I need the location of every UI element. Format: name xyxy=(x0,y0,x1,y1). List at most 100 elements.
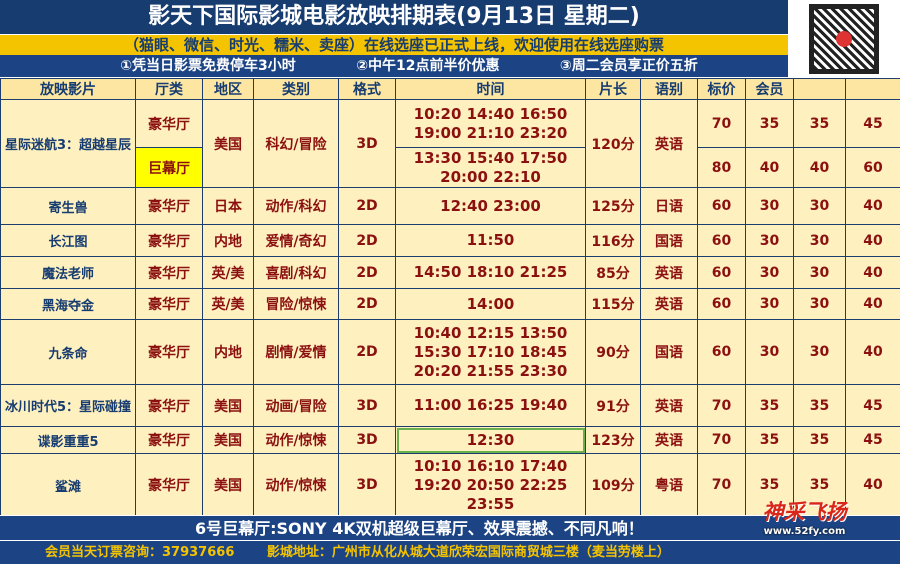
language: 英语 xyxy=(641,289,698,320)
region: 内地 xyxy=(203,320,254,385)
price: 70 xyxy=(698,454,746,517)
genre: 科幻/冒险 xyxy=(254,100,339,188)
hall-type: 巨幕厅 xyxy=(136,148,203,188)
price: 30 xyxy=(794,225,846,257)
price: 60 xyxy=(698,257,746,289)
price: 30 xyxy=(746,320,794,385)
language: 日语 xyxy=(641,188,698,225)
hall-type: 豪华厅 xyxy=(136,427,203,454)
promo-2: ②中午12点前半价优惠 xyxy=(356,55,499,77)
showtimes: 10:20 14:40 16:50 19:00 21:10 23:20 xyxy=(396,100,586,148)
price: 30 xyxy=(746,225,794,257)
duration: 116分 xyxy=(586,225,641,257)
price: 35 xyxy=(746,427,794,454)
price: 60 xyxy=(698,320,746,385)
language: 粤语 xyxy=(641,454,698,517)
price: 35 xyxy=(794,427,846,454)
language: 英语 xyxy=(641,385,698,427)
showtimes: 12:40 23:00 xyxy=(396,188,586,225)
film-title: 谍影重重5 xyxy=(1,427,136,454)
genre: 动作/惊悚 xyxy=(254,454,339,517)
region: 美国 xyxy=(203,454,254,517)
format: 3D xyxy=(339,100,396,188)
format: 3D xyxy=(339,454,396,517)
price: 40 xyxy=(846,289,900,320)
logo-name: 神采飞扬 xyxy=(752,496,857,526)
logo-url: www.52fy.com xyxy=(752,526,857,537)
promo-1: ①凭当日影票免费停车3小时 xyxy=(120,55,296,77)
price: 30 xyxy=(746,188,794,225)
column-header xyxy=(846,79,900,100)
price: 70 xyxy=(698,100,746,148)
column-header: 地区 xyxy=(203,79,254,100)
price: 30 xyxy=(794,188,846,225)
price: 45 xyxy=(846,100,900,148)
duration: 90分 xyxy=(586,320,641,385)
hall-type: 豪华厅 xyxy=(136,289,203,320)
column-header: 片长 xyxy=(586,79,641,100)
promo-3: ③周二会员享正价五折 xyxy=(560,55,698,77)
format: 3D xyxy=(339,427,396,454)
price: 35 xyxy=(746,100,794,148)
price: 70 xyxy=(698,427,746,454)
film-title: 魔法老师 xyxy=(1,257,136,289)
qr-code-image xyxy=(809,4,879,74)
column-header: 类别 xyxy=(254,79,339,100)
duration: 91分 xyxy=(586,385,641,427)
price: 40 xyxy=(846,225,900,257)
schedule-table: 放映影片厅类地区类别格式时间片长语别标价会员 星际迷航3：超越星辰豪华厅美国科幻… xyxy=(0,78,900,517)
price: 30 xyxy=(746,289,794,320)
film-title: 鲨滩 xyxy=(1,454,136,517)
genre: 动作/科幻 xyxy=(254,188,339,225)
hall-type: 豪华厅 xyxy=(136,454,203,517)
region: 日本 xyxy=(203,188,254,225)
format: 2D xyxy=(339,320,396,385)
region: 美国 xyxy=(203,427,254,454)
price: 40 xyxy=(794,148,846,188)
column-header: 标价 xyxy=(698,79,746,100)
contact-bar: 会员当天订票咨询：37937666 影城地址：广州市从化从城大道欣荣宏国际商贸城… xyxy=(0,540,900,564)
showtimes: 14:50 18:10 21:25 xyxy=(396,257,586,289)
price: 30 xyxy=(794,289,846,320)
genre: 喜剧/科幻 xyxy=(254,257,339,289)
duration: 115分 xyxy=(586,289,641,320)
genre: 动画/冒险 xyxy=(254,385,339,427)
column-header: 格式 xyxy=(339,79,396,100)
price: 45 xyxy=(846,427,900,454)
language: 国语 xyxy=(641,225,698,257)
column-header: 时间 xyxy=(396,79,586,100)
promo-info-bar: ①凭当日影票免费停车3小时 ②中午12点前半价优惠 ③周二会员享正价五折 xyxy=(0,55,788,77)
price: 45 xyxy=(846,385,900,427)
hall-type: 豪华厅 xyxy=(136,320,203,385)
duration: 125分 xyxy=(586,188,641,225)
price: 30 xyxy=(794,257,846,289)
price: 40 xyxy=(746,148,794,188)
online-booking-banner: （猫眼、微信、时光、糯米、卖座）在线选座已正式上线，欢迎使用在线选座购票 xyxy=(0,34,788,55)
column-header: 会员 xyxy=(746,79,794,100)
hall-type: 豪华厅 xyxy=(136,188,203,225)
film-title: 冰川时代5：星际碰撞 xyxy=(1,385,136,427)
hall-type: 豪华厅 xyxy=(136,385,203,427)
price: 35 xyxy=(794,100,846,148)
film-title: 黑海夺金 xyxy=(1,289,136,320)
duration: 85分 xyxy=(586,257,641,289)
showtimes: 11:00 16:25 19:40 xyxy=(396,385,586,427)
film-title: 星际迷航3：超越星辰 xyxy=(1,100,136,188)
price: 40 xyxy=(846,257,900,289)
language: 英语 xyxy=(641,100,698,188)
page-title: 影天下国际影城电影放映排期表(9月13日 星期二) xyxy=(0,0,788,34)
format: 2D xyxy=(339,257,396,289)
region: 美国 xyxy=(203,100,254,188)
price: 35 xyxy=(746,385,794,427)
format: 2D xyxy=(339,289,396,320)
showtimes: 10:10 16:10 17:40 19:20 20:50 22:25 23:5… xyxy=(396,454,586,517)
showtimes: 12:30 xyxy=(396,427,586,454)
cinema-address: 影城地址：广州市从化从城大道欣荣宏国际商贸城三楼（麦当劳楼上） xyxy=(267,545,670,560)
